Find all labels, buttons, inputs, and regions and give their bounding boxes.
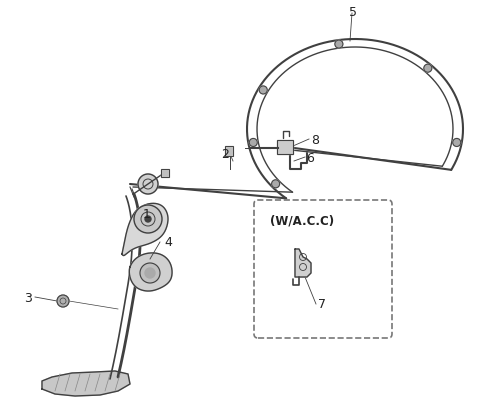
Bar: [160, 169, 168, 177]
Circle shape: [249, 139, 257, 147]
Polygon shape: [295, 249, 311, 277]
Polygon shape: [42, 371, 130, 396]
Circle shape: [138, 175, 158, 194]
Bar: [277, 141, 293, 155]
Bar: [225, 147, 233, 157]
Circle shape: [145, 216, 151, 222]
Text: 2: 2: [221, 148, 229, 161]
Text: 1: 1: [143, 208, 151, 221]
Text: 3: 3: [24, 291, 32, 304]
Polygon shape: [129, 253, 172, 291]
Text: 4: 4: [164, 236, 172, 249]
Circle shape: [453, 139, 461, 147]
Bar: [160, 169, 168, 177]
Text: 6: 6: [306, 151, 314, 164]
Text: 5: 5: [349, 6, 357, 19]
Text: 8: 8: [311, 133, 319, 146]
Circle shape: [57, 295, 69, 307]
Circle shape: [140, 263, 160, 284]
Polygon shape: [122, 204, 168, 256]
Circle shape: [424, 65, 432, 73]
Text: 7: 7: [318, 298, 326, 311]
Bar: [277, 141, 293, 155]
Circle shape: [134, 205, 162, 233]
Circle shape: [272, 180, 280, 188]
Circle shape: [145, 269, 155, 278]
Text: (W/A.C.C): (W/A.C.C): [270, 215, 334, 228]
Circle shape: [259, 87, 267, 95]
Bar: [225, 147, 233, 157]
Circle shape: [335, 41, 343, 49]
